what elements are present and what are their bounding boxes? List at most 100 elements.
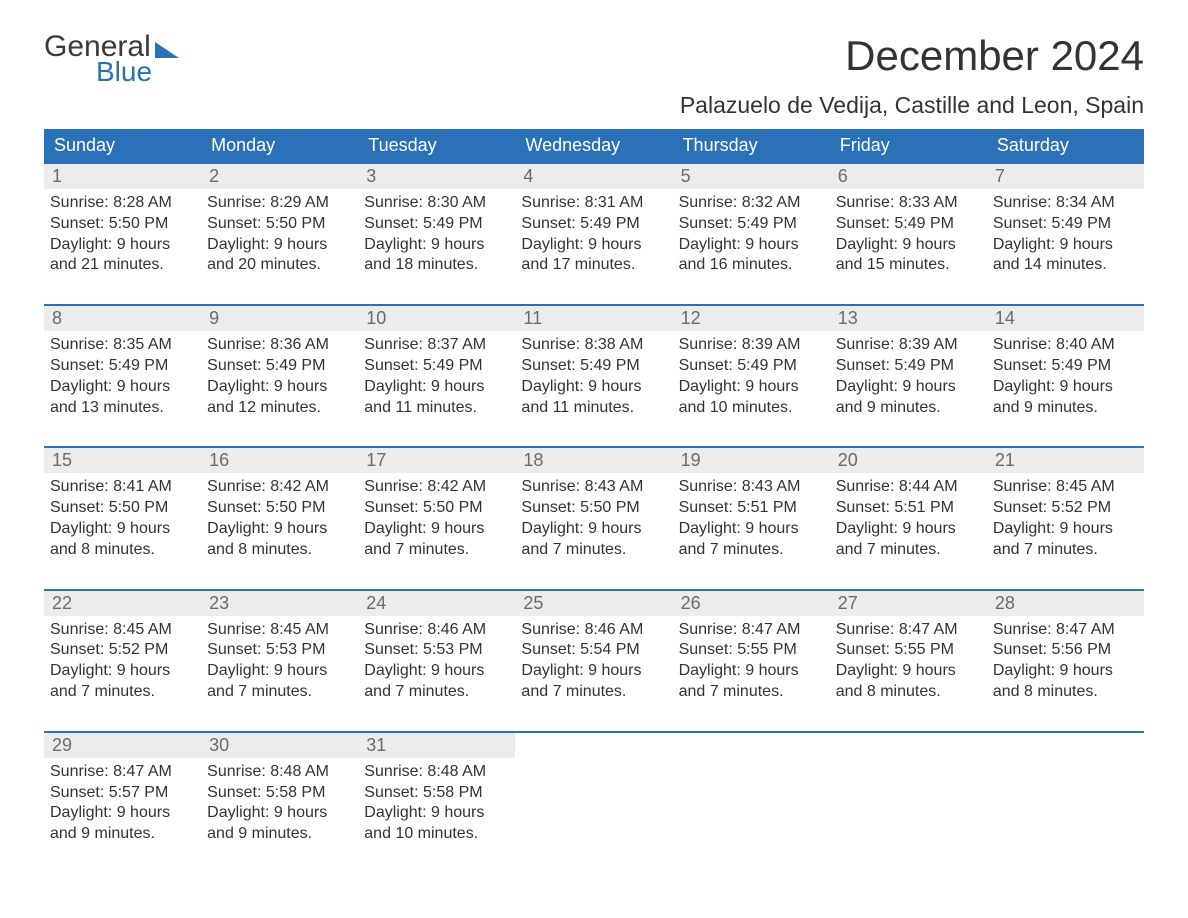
calendar-cell: 24Sunrise: 8:46 AMSunset: 5:53 PMDayligh… bbox=[358, 591, 515, 707]
sunrise-line: Sunrise: 8:47 AM bbox=[679, 620, 824, 641]
daylight-line: Daylight: 9 hours and 9 minutes. bbox=[50, 803, 195, 845]
sunset-line: Sunset: 5:49 PM bbox=[364, 356, 509, 377]
day-number: 21 bbox=[987, 448, 1144, 473]
sunrise-line: Sunrise: 8:43 AM bbox=[679, 477, 824, 498]
calendar-cell: 29Sunrise: 8:47 AMSunset: 5:57 PMDayligh… bbox=[44, 733, 201, 849]
calendar-cell: 2Sunrise: 8:29 AMSunset: 5:50 PMDaylight… bbox=[201, 164, 358, 280]
calendar-cell bbox=[830, 733, 987, 849]
day-details: Sunrise: 8:42 AMSunset: 5:50 PMDaylight:… bbox=[201, 473, 358, 564]
calendar-cell: 14 Sunrise: 8:40 AMSunset: 5:49 PMDayligh… bbox=[987, 306, 1144, 422]
day-details: Sunrise: 8:43 AMSunset: 5:50 PMDaylight:… bbox=[515, 473, 672, 564]
calendar-cell: 4Sunrise: 8:31 AMSunset: 5:49 PMDaylight… bbox=[515, 164, 672, 280]
month-title: December 2024 bbox=[680, 32, 1144, 80]
sunset-line: Sunset: 5:50 PM bbox=[364, 498, 509, 519]
day-number: 14 bbox=[987, 306, 1144, 331]
calendar-cell: 20Sunrise: 8:44 AMSunset: 5:51 PMDayligh… bbox=[830, 448, 987, 564]
daylight-line: Daylight: 9 hours and 9 minutes. bbox=[993, 377, 1138, 419]
day-number: 6 bbox=[830, 164, 987, 189]
sunrise-line: Sunrise: 8:39 AM bbox=[679, 335, 824, 356]
sunset-line: Sunset: 5:49 PM bbox=[993, 356, 1138, 377]
calendar-week: 22Sunrise: 8:45 AMSunset: 5:52 PMDayligh… bbox=[44, 589, 1144, 707]
calendar-week: 29Sunrise: 8:47 AMSunset: 5:57 PMDayligh… bbox=[44, 731, 1144, 849]
sunrise-line: Sunrise: 8:47 AM bbox=[836, 620, 981, 641]
day-details: Sunrise: 8:35 AMSunset: 5:49 PMDaylight:… bbox=[44, 331, 201, 422]
calendar: SundayMondayTuesdayWednesdayThursdayFrid… bbox=[44, 129, 1144, 849]
day-number: 19 bbox=[673, 448, 830, 473]
daylight-line: Daylight: 9 hours and 21 minutes. bbox=[50, 235, 195, 277]
daylight-line: Daylight: 9 hours and 13 minutes. bbox=[50, 377, 195, 419]
page-header: General Blue December 2024 Palazuelo de … bbox=[44, 32, 1144, 119]
daylight-line: Daylight: 9 hours and 7 minutes. bbox=[836, 519, 981, 561]
calendar-cell: 23Sunrise: 8:45 AMSunset: 5:53 PMDayligh… bbox=[201, 591, 358, 707]
day-details: Sunrise: 8:47 AMSunset: 5:55 PMDaylight:… bbox=[830, 616, 987, 707]
sunset-line: Sunset: 5:50 PM bbox=[207, 498, 352, 519]
daylight-line: Daylight: 9 hours and 16 minutes. bbox=[679, 235, 824, 277]
day-details: Sunrise: 8:37 AMSunset: 5:49 PMDaylight:… bbox=[358, 331, 515, 422]
day-number: 12 bbox=[673, 306, 830, 331]
day-details: Sunrise: 8:30 AMSunset: 5:49 PMDaylight:… bbox=[358, 189, 515, 280]
sunset-line: Sunset: 5:49 PM bbox=[364, 214, 509, 235]
sunset-line: Sunset: 5:49 PM bbox=[679, 356, 824, 377]
day-details: Sunrise: 8:45 AMSunset: 5:52 PMDaylight:… bbox=[44, 616, 201, 707]
calendar-cell bbox=[515, 733, 672, 849]
sunset-line: Sunset: 5:54 PM bbox=[521, 640, 666, 661]
calendar-cell: 12Sunrise: 8:39 AMSunset: 5:49 PMDayligh… bbox=[673, 306, 830, 422]
daylight-line: Daylight: 9 hours and 14 minutes. bbox=[993, 235, 1138, 277]
sunset-line: Sunset: 5:52 PM bbox=[50, 640, 195, 661]
day-number: 22 bbox=[44, 591, 201, 616]
brand-blue: Blue bbox=[96, 58, 179, 86]
sunset-line: Sunset: 5:49 PM bbox=[521, 356, 666, 377]
sunset-line: Sunset: 5:55 PM bbox=[679, 640, 824, 661]
calendar-cell: 10Sunrise: 8:37 AMSunset: 5:49 PMDayligh… bbox=[358, 306, 515, 422]
day-details bbox=[515, 758, 672, 766]
sunrise-line: Sunrise: 8:45 AM bbox=[993, 477, 1138, 498]
calendar-cell: 28Sunrise: 8:47 AMSunset: 5:56 PMDayligh… bbox=[987, 591, 1144, 707]
calendar-body: 1Sunrise: 8:28 AMSunset: 5:50 PMDaylight… bbox=[44, 162, 1144, 849]
day-details: Sunrise: 8:38 AMSunset: 5:49 PMDaylight:… bbox=[515, 331, 672, 422]
sunset-line: Sunset: 5:57 PM bbox=[50, 783, 195, 804]
sunrise-line: Sunrise: 8:42 AM bbox=[207, 477, 352, 498]
brand-logo: General Blue bbox=[44, 32, 179, 86]
daylight-line: Daylight: 9 hours and 8 minutes. bbox=[993, 661, 1138, 703]
sunrise-line: Sunrise: 8:31 AM bbox=[521, 193, 666, 214]
day-details: Sunrise: 8:39 AMSunset: 5:49 PMDaylight:… bbox=[830, 331, 987, 422]
calendar-cell: 30Sunrise: 8:48 AMSunset: 5:58 PMDayligh… bbox=[201, 733, 358, 849]
day-details: Sunrise: 8:44 AMSunset: 5:51 PMDaylight:… bbox=[830, 473, 987, 564]
sunrise-line: Sunrise: 8:46 AM bbox=[364, 620, 509, 641]
sunrise-line: Sunrise: 8:45 AM bbox=[50, 620, 195, 641]
sunrise-line: Sunrise: 8:34 AM bbox=[993, 193, 1138, 214]
day-number: 26 bbox=[673, 591, 830, 616]
sunset-line: Sunset: 5:56 PM bbox=[993, 640, 1138, 661]
day-number: 3 bbox=[358, 164, 515, 189]
weekday-header: Tuesday bbox=[358, 129, 515, 162]
day-number: 17 bbox=[358, 448, 515, 473]
sunrise-line: Sunrise: 8:40 AM bbox=[993, 335, 1138, 356]
day-details: Sunrise: 8:28 AMSunset: 5:50 PMDaylight:… bbox=[44, 189, 201, 280]
sunset-line: Sunset: 5:53 PM bbox=[364, 640, 509, 661]
calendar-cell: 3Sunrise: 8:30 AMSunset: 5:49 PMDaylight… bbox=[358, 164, 515, 280]
sunrise-line: Sunrise: 8:43 AM bbox=[521, 477, 666, 498]
day-number: 24 bbox=[358, 591, 515, 616]
sunrise-line: Sunrise: 8:41 AM bbox=[50, 477, 195, 498]
day-details: Sunrise: 8:29 AMSunset: 5:50 PMDaylight:… bbox=[201, 189, 358, 280]
day-details: Sunrise: 8:48 AMSunset: 5:58 PMDaylight:… bbox=[358, 758, 515, 849]
sunrise-line: Sunrise: 8:48 AM bbox=[364, 762, 509, 783]
sunset-line: Sunset: 5:50 PM bbox=[50, 214, 195, 235]
day-details: Sunrise: 8:47 AMSunset: 5:56 PMDaylight:… bbox=[987, 616, 1144, 707]
day-details: Sunrise: 8:45 AMSunset: 5:52 PMDaylight:… bbox=[987, 473, 1144, 564]
sunrise-line: Sunrise: 8:36 AM bbox=[207, 335, 352, 356]
sunrise-line: Sunrise: 8:37 AM bbox=[364, 335, 509, 356]
day-details: Sunrise: 8:33 AMSunset: 5:49 PMDaylight:… bbox=[830, 189, 987, 280]
sunrise-line: Sunrise: 8:29 AM bbox=[207, 193, 352, 214]
sunset-line: Sunset: 5:58 PM bbox=[207, 783, 352, 804]
daylight-line: Daylight: 9 hours and 7 minutes. bbox=[364, 519, 509, 561]
sunset-line: Sunset: 5:50 PM bbox=[50, 498, 195, 519]
calendar-cell: 22Sunrise: 8:45 AMSunset: 5:52 PMDayligh… bbox=[44, 591, 201, 707]
calendar-cell: 19Sunrise: 8:43 AMSunset: 5:51 PMDayligh… bbox=[673, 448, 830, 564]
sunrise-line: Sunrise: 8:48 AM bbox=[207, 762, 352, 783]
day-number: 13 bbox=[830, 306, 987, 331]
weekday-header: Friday bbox=[830, 129, 987, 162]
day-details bbox=[673, 758, 830, 766]
day-details: Sunrise: 8:34 AMSunset: 5:49 PMDaylight:… bbox=[987, 189, 1144, 280]
sunset-line: Sunset: 5:50 PM bbox=[207, 214, 352, 235]
